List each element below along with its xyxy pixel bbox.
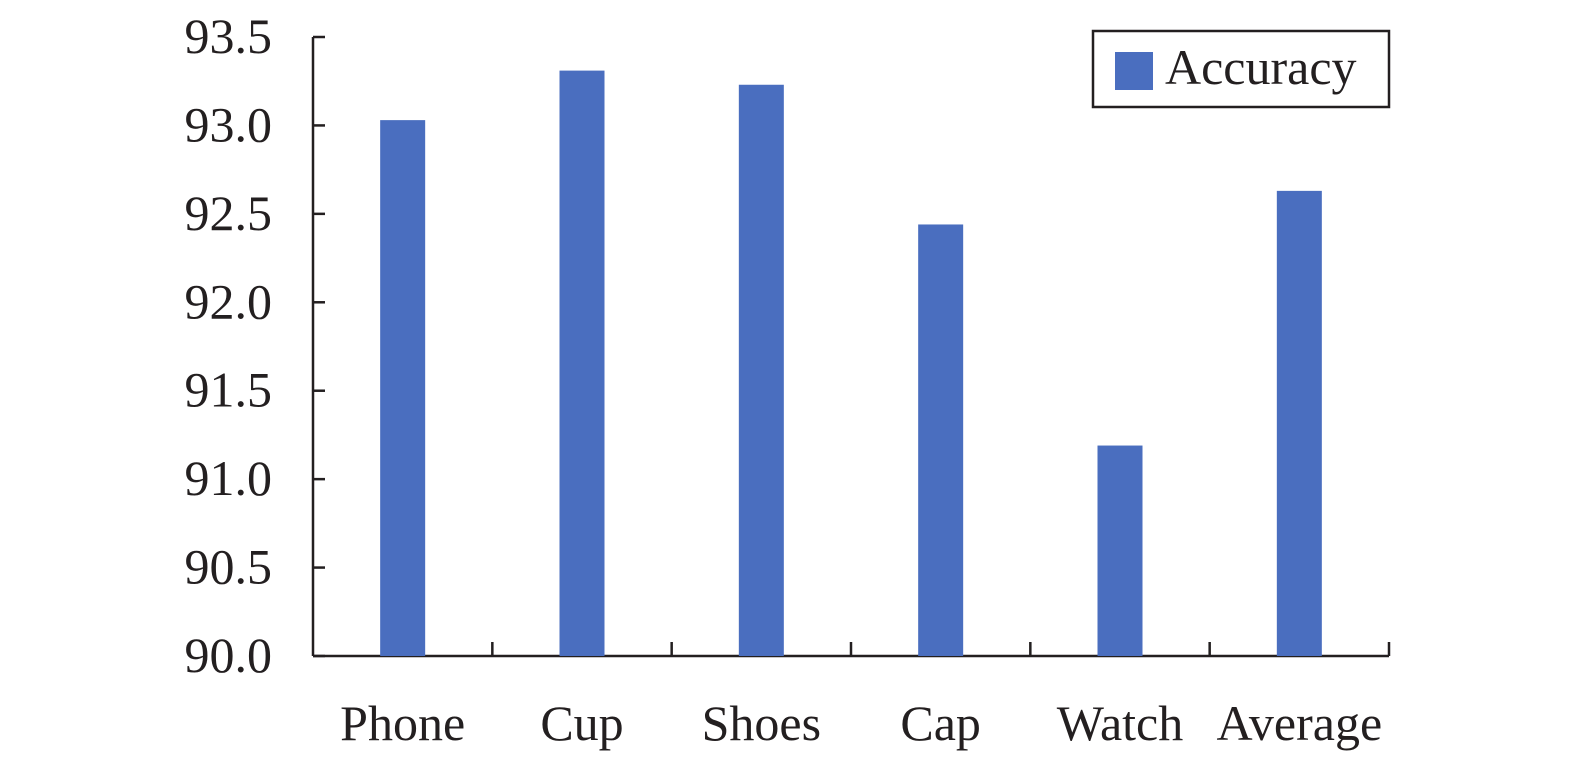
y-tick-label: 90.0	[185, 627, 273, 683]
x-category-label: Phone	[340, 695, 465, 751]
x-category-label: Cap	[900, 695, 981, 751]
bar-shoes	[738, 84, 784, 657]
bar-watch	[1097, 445, 1143, 656]
bars	[380, 70, 1322, 657]
y-tick-label: 93.0	[185, 96, 273, 152]
y-tick-label: 93.5	[185, 8, 273, 64]
legend: Accuracy	[1091, 29, 1391, 109]
x-axis: Phone Cup Shoes Cap Watch Average	[313, 642, 1391, 751]
bar-phone	[380, 120, 426, 656]
bar-average	[1276, 190, 1322, 656]
y-tick-label: 92.0	[185, 273, 273, 329]
x-category-label: Watch	[1057, 695, 1183, 751]
legend-label: Accuracy	[1165, 39, 1357, 95]
x-category-label: Average	[1217, 695, 1383, 751]
y-axis: 90.0 90.5 91.0 91.5 92.0 92.5 93.0 93.5	[185, 8, 325, 683]
y-tick-label: 92.5	[185, 185, 273, 241]
y-tick-label: 91.0	[185, 450, 273, 506]
x-category-label: Shoes	[702, 695, 821, 751]
x-category-label: Cup	[540, 695, 623, 751]
y-tick-label: 90.5	[185, 539, 273, 595]
legend-swatch	[1115, 52, 1153, 90]
bar-cap	[918, 224, 964, 656]
bar-cup	[559, 70, 605, 657]
y-tick-label: 91.5	[185, 362, 273, 418]
